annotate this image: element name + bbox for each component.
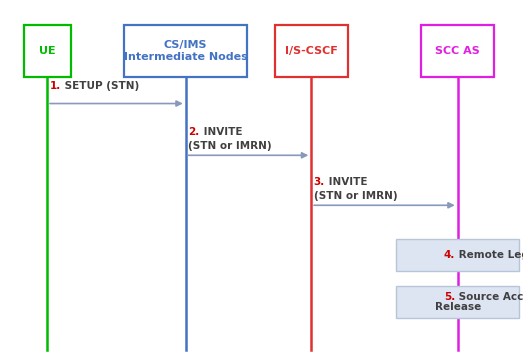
Bar (396, 286, 519, 318)
Bar (24, 25, 71, 77)
Text: 2.: 2. (188, 127, 200, 137)
Text: Source Access Leg: Source Access Leg (455, 292, 523, 302)
Text: 3.: 3. (314, 177, 325, 187)
Bar (275, 25, 348, 77)
Text: (STN or IMRN): (STN or IMRN) (188, 141, 272, 151)
Text: CS/IMS
Intermediate Nodes: CS/IMS Intermediate Nodes (124, 40, 247, 62)
Bar (124, 25, 247, 77)
Text: INVITE: INVITE (325, 177, 368, 187)
Text: INVITE: INVITE (200, 127, 242, 137)
Text: Release: Release (435, 302, 481, 312)
Bar (421, 25, 494, 77)
Text: (STN or IMRN): (STN or IMRN) (314, 191, 397, 201)
Text: I/S-CSCF: I/S-CSCF (285, 46, 337, 56)
Text: 4.: 4. (444, 250, 455, 260)
Text: SCC AS: SCC AS (435, 46, 480, 56)
Bar (396, 239, 519, 271)
Text: Remote Leg Update: Remote Leg Update (455, 250, 523, 260)
Text: 5.: 5. (444, 292, 455, 302)
Text: SETUP (STN): SETUP (STN) (61, 81, 140, 91)
Text: 1.: 1. (50, 81, 61, 91)
Text: UE: UE (39, 46, 55, 56)
